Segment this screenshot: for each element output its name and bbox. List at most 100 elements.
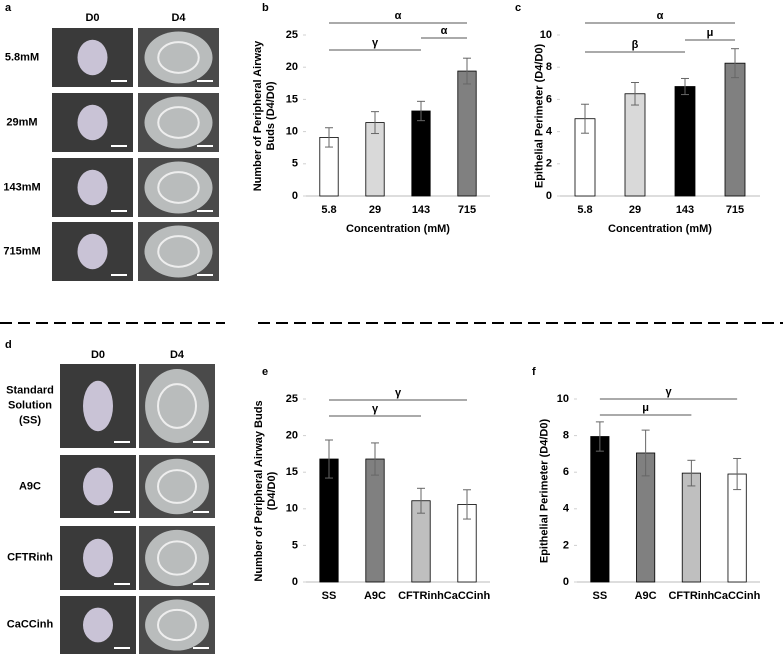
x-tick-label: CaCCinh (444, 590, 491, 602)
y-tick-label: 5 (292, 158, 298, 170)
explant (77, 104, 108, 141)
x-tick-label: 715 (726, 204, 744, 216)
x-tick-label: A9C (364, 590, 386, 602)
significance-label: γ (372, 403, 379, 415)
bar (674, 86, 696, 197)
y-tick-label: 2 (563, 539, 569, 551)
y-tick-label: 6 (563, 466, 569, 478)
explant-detail (157, 469, 197, 504)
y-tick-label: 15 (286, 93, 298, 105)
significance-label: γ (395, 387, 402, 399)
explant-detail (157, 608, 197, 642)
explant-detail (157, 235, 200, 268)
row-label: 715mM (3, 245, 41, 257)
y-tick-label: 0 (546, 190, 552, 202)
explant (77, 169, 108, 206)
explant-detail (157, 41, 200, 74)
explant (145, 529, 209, 587)
x-axis-label: Concentration (mM) (608, 223, 712, 235)
column-header: D4 (171, 12, 186, 24)
explant (145, 458, 209, 515)
explant-detail (157, 383, 197, 429)
x-tick-label: 143 (676, 204, 694, 216)
bar (590, 436, 610, 583)
y-tick-label: 4 (546, 126, 553, 138)
x-tick-label: 5.8 (577, 204, 592, 216)
significance-label: β (632, 39, 639, 51)
x-tick-label: 143 (412, 204, 430, 216)
y-axis-label: Number of Peripheral Airway Buds (D4/D0) (253, 399, 278, 582)
y-tick-label: 25 (286, 393, 298, 405)
significance-label: μ (707, 27, 714, 39)
column-header: D0 (85, 12, 99, 24)
y-tick-label: 25 (286, 29, 298, 41)
x-tick-label: CFTRinh (668, 590, 714, 602)
explant (144, 96, 213, 149)
y-tick-label: 20 (286, 430, 298, 442)
x-tick-label: 29 (629, 204, 641, 216)
row-label: 5.8mM (4, 51, 40, 63)
column-header: D4 (170, 349, 185, 361)
bar (724, 62, 746, 197)
panel-letter: d (5, 339, 12, 351)
panel-letter: e (262, 366, 268, 378)
explant (145, 599, 209, 651)
x-axis-label: Concentration (mM) (346, 223, 450, 235)
y-axis-label: Epithelial Perimeter (D4/D0) (538, 418, 551, 563)
y-tick-label: 4 (563, 503, 570, 515)
explant-detail (157, 106, 200, 139)
bar (457, 70, 477, 197)
significance-label: γ (372, 37, 379, 49)
row-label: CFTRinh (7, 551, 53, 564)
x-tick-label: CaCCinh (714, 590, 761, 602)
explant (83, 607, 113, 643)
panel-letter: c (515, 2, 521, 14)
x-tick-label: SS (593, 590, 608, 602)
row-label: A9C (18, 480, 41, 492)
row-label: 143mM (3, 181, 41, 193)
x-tick-label: CFTRinh (398, 590, 444, 602)
bar (727, 473, 747, 583)
y-tick-label: 5 (292, 539, 298, 551)
bar (411, 110, 431, 197)
y-tick-label: 2 (546, 158, 552, 170)
y-tick-label: 6 (546, 93, 552, 105)
y-tick-label: 10 (557, 393, 569, 405)
x-tick-label: 715 (458, 204, 476, 216)
explant-detail (157, 540, 197, 576)
explant-detail (157, 171, 200, 204)
panel-letter: a (5, 2, 12, 14)
significance-label: μ (642, 402, 649, 414)
panel-letter: f (532, 366, 536, 378)
explant (145, 369, 209, 443)
row-label: 29mM (6, 116, 38, 128)
y-tick-label: 0 (292, 190, 298, 202)
explant (144, 31, 213, 84)
explant (83, 538, 113, 578)
explant (144, 225, 213, 278)
row-label: Standard Solution (SS) (6, 384, 54, 427)
y-axis-label: Number of Peripheral Airway Buds (D4/D0) (252, 40, 277, 191)
explant (144, 161, 213, 214)
row-label: CaCCinh (6, 618, 54, 631)
y-tick-label: 20 (286, 61, 298, 73)
x-tick-label: SS (322, 590, 337, 602)
explant (83, 467, 113, 506)
y-tick-label: 10 (286, 126, 298, 138)
explant (77, 39, 108, 76)
bar (365, 458, 385, 583)
panel-letter: b (262, 2, 269, 14)
column-header: D0 (91, 349, 105, 361)
y-tick-label: 8 (563, 430, 569, 442)
significance-label: α (441, 25, 448, 37)
bar (681, 472, 701, 583)
x-tick-label: A9C (635, 590, 657, 602)
y-tick-label: 0 (563, 576, 569, 588)
y-tick-label: 10 (540, 29, 552, 41)
x-tick-label: 29 (369, 204, 381, 216)
explant (83, 380, 113, 432)
significance-label: α (395, 10, 402, 22)
y-tick-label: 10 (286, 503, 298, 515)
